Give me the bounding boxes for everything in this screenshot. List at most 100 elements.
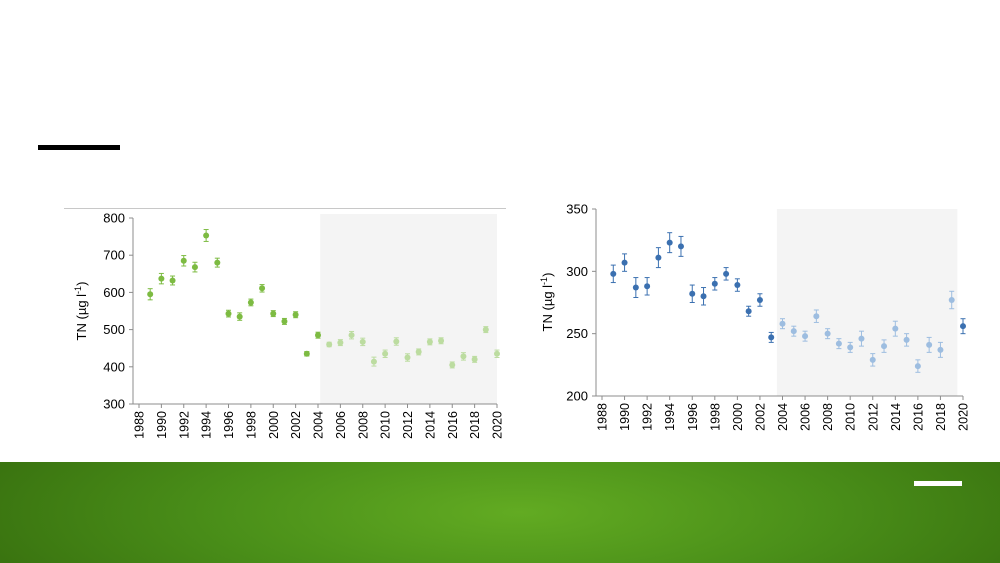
data-point [903, 336, 910, 343]
x-tick-label: 1990 [618, 403, 632, 431]
data-point [337, 339, 344, 346]
data-point [438, 337, 445, 344]
data-point [711, 280, 718, 287]
x-tick-label: 1992 [641, 403, 655, 431]
data-point [835, 340, 842, 347]
x-tick-label: 2000 [267, 411, 281, 439]
x-tick-label: 1990 [155, 411, 169, 439]
y-tick-label: 300 [566, 264, 588, 279]
data-point [847, 344, 854, 351]
y-tick-label: 350 [566, 202, 588, 217]
data-point [937, 346, 944, 353]
data-point [869, 356, 876, 363]
data-point [779, 320, 786, 327]
x-tick-label: 2010 [844, 403, 858, 431]
data-point [158, 275, 165, 282]
data-point [621, 259, 628, 266]
data-point [482, 326, 489, 333]
data-point [292, 311, 299, 318]
x-tick-label: 1998 [708, 403, 722, 431]
y-axis-label: TN (µg l-1) [73, 282, 89, 341]
x-tick-label: 1992 [177, 411, 191, 439]
y-tick-label: 500 [103, 322, 125, 337]
x-tick-label: 2006 [799, 403, 813, 431]
data-point [756, 297, 763, 304]
data-point [824, 330, 831, 337]
x-tick-label: 2002 [289, 411, 303, 439]
data-point [768, 334, 775, 341]
x-tick-label: 2002 [753, 403, 767, 431]
x-tick-label: 2018 [934, 403, 948, 431]
data-point [494, 350, 500, 357]
x-tick-label: 2016 [911, 403, 925, 431]
data-point [370, 358, 377, 365]
x-tick-label: 1994 [663, 403, 677, 431]
x-tick-label: 2020 [957, 403, 971, 431]
y-tick-label: 800 [103, 211, 125, 226]
data-point [689, 290, 696, 297]
data-point [948, 297, 955, 304]
x-tick-label: 2014 [423, 411, 437, 439]
data-point [745, 308, 752, 315]
data-point [270, 310, 277, 317]
chart-left-green: 300 400 500 600 700 800 1988 1990 1992 1994 1996 19… [73, 211, 505, 439]
x-tick-label: 2014 [889, 403, 903, 431]
data-point [677, 243, 684, 250]
x-tick-label: 2012 [866, 403, 880, 431]
data-point [214, 259, 221, 266]
data-point [147, 291, 154, 298]
y-tick-label: 200 [566, 389, 588, 404]
data-point [225, 310, 232, 317]
data-point [790, 328, 797, 335]
data-point [666, 239, 673, 246]
data-point [632, 284, 639, 291]
x-tick-label: 1998 [244, 411, 258, 439]
y-tick-label: 600 [103, 285, 125, 300]
data-point [281, 318, 288, 325]
data-point [460, 353, 467, 360]
data-point [404, 354, 411, 361]
x-tick-label: 2008 [356, 411, 370, 439]
shaded-period [776, 209, 958, 396]
data-point [802, 333, 809, 340]
data-point [655, 254, 662, 261]
footer-dash [914, 481, 962, 486]
x-tick-label: 2010 [379, 411, 393, 439]
data-point [315, 332, 321, 339]
data-point [191, 264, 198, 271]
data-point [914, 363, 921, 370]
data-point [303, 350, 310, 357]
data-point [415, 348, 422, 355]
data-point [180, 257, 187, 264]
x-tick-label: 1996 [686, 403, 700, 431]
x-tick-label: 2006 [334, 411, 348, 439]
data-point [382, 350, 389, 357]
footer-band [0, 462, 1000, 563]
title-underline [38, 145, 120, 150]
x-tick-label: 1988 [596, 403, 610, 431]
y-axis-label: TN (µg l-1) [539, 273, 555, 332]
x-tick-label: 2020 [491, 411, 505, 439]
x-tick-label: 2016 [446, 411, 460, 439]
shaded-period [320, 214, 497, 404]
y-tick-label: 300 [103, 397, 125, 412]
x-tick-label: 2000 [731, 403, 745, 431]
y-tick-label: 250 [566, 326, 588, 341]
x-tick-label: 1996 [222, 411, 236, 439]
data-point [960, 323, 966, 330]
data-point [813, 313, 820, 320]
x-tick-label: 2012 [401, 411, 415, 439]
data-point [723, 270, 730, 277]
x-tick-label: 1988 [133, 411, 147, 439]
data-point [858, 335, 865, 342]
data-point [471, 356, 478, 363]
x-tick-label: 2004 [312, 411, 326, 439]
data-point [247, 299, 254, 306]
chart-right-blue: 200 250 300 350 1988 1990 1992 1994 1996 1998 2000… [539, 202, 971, 431]
data-point [393, 338, 400, 345]
data-point [881, 343, 888, 350]
data-point [348, 332, 355, 339]
data-point [734, 282, 741, 289]
data-point [359, 338, 366, 345]
